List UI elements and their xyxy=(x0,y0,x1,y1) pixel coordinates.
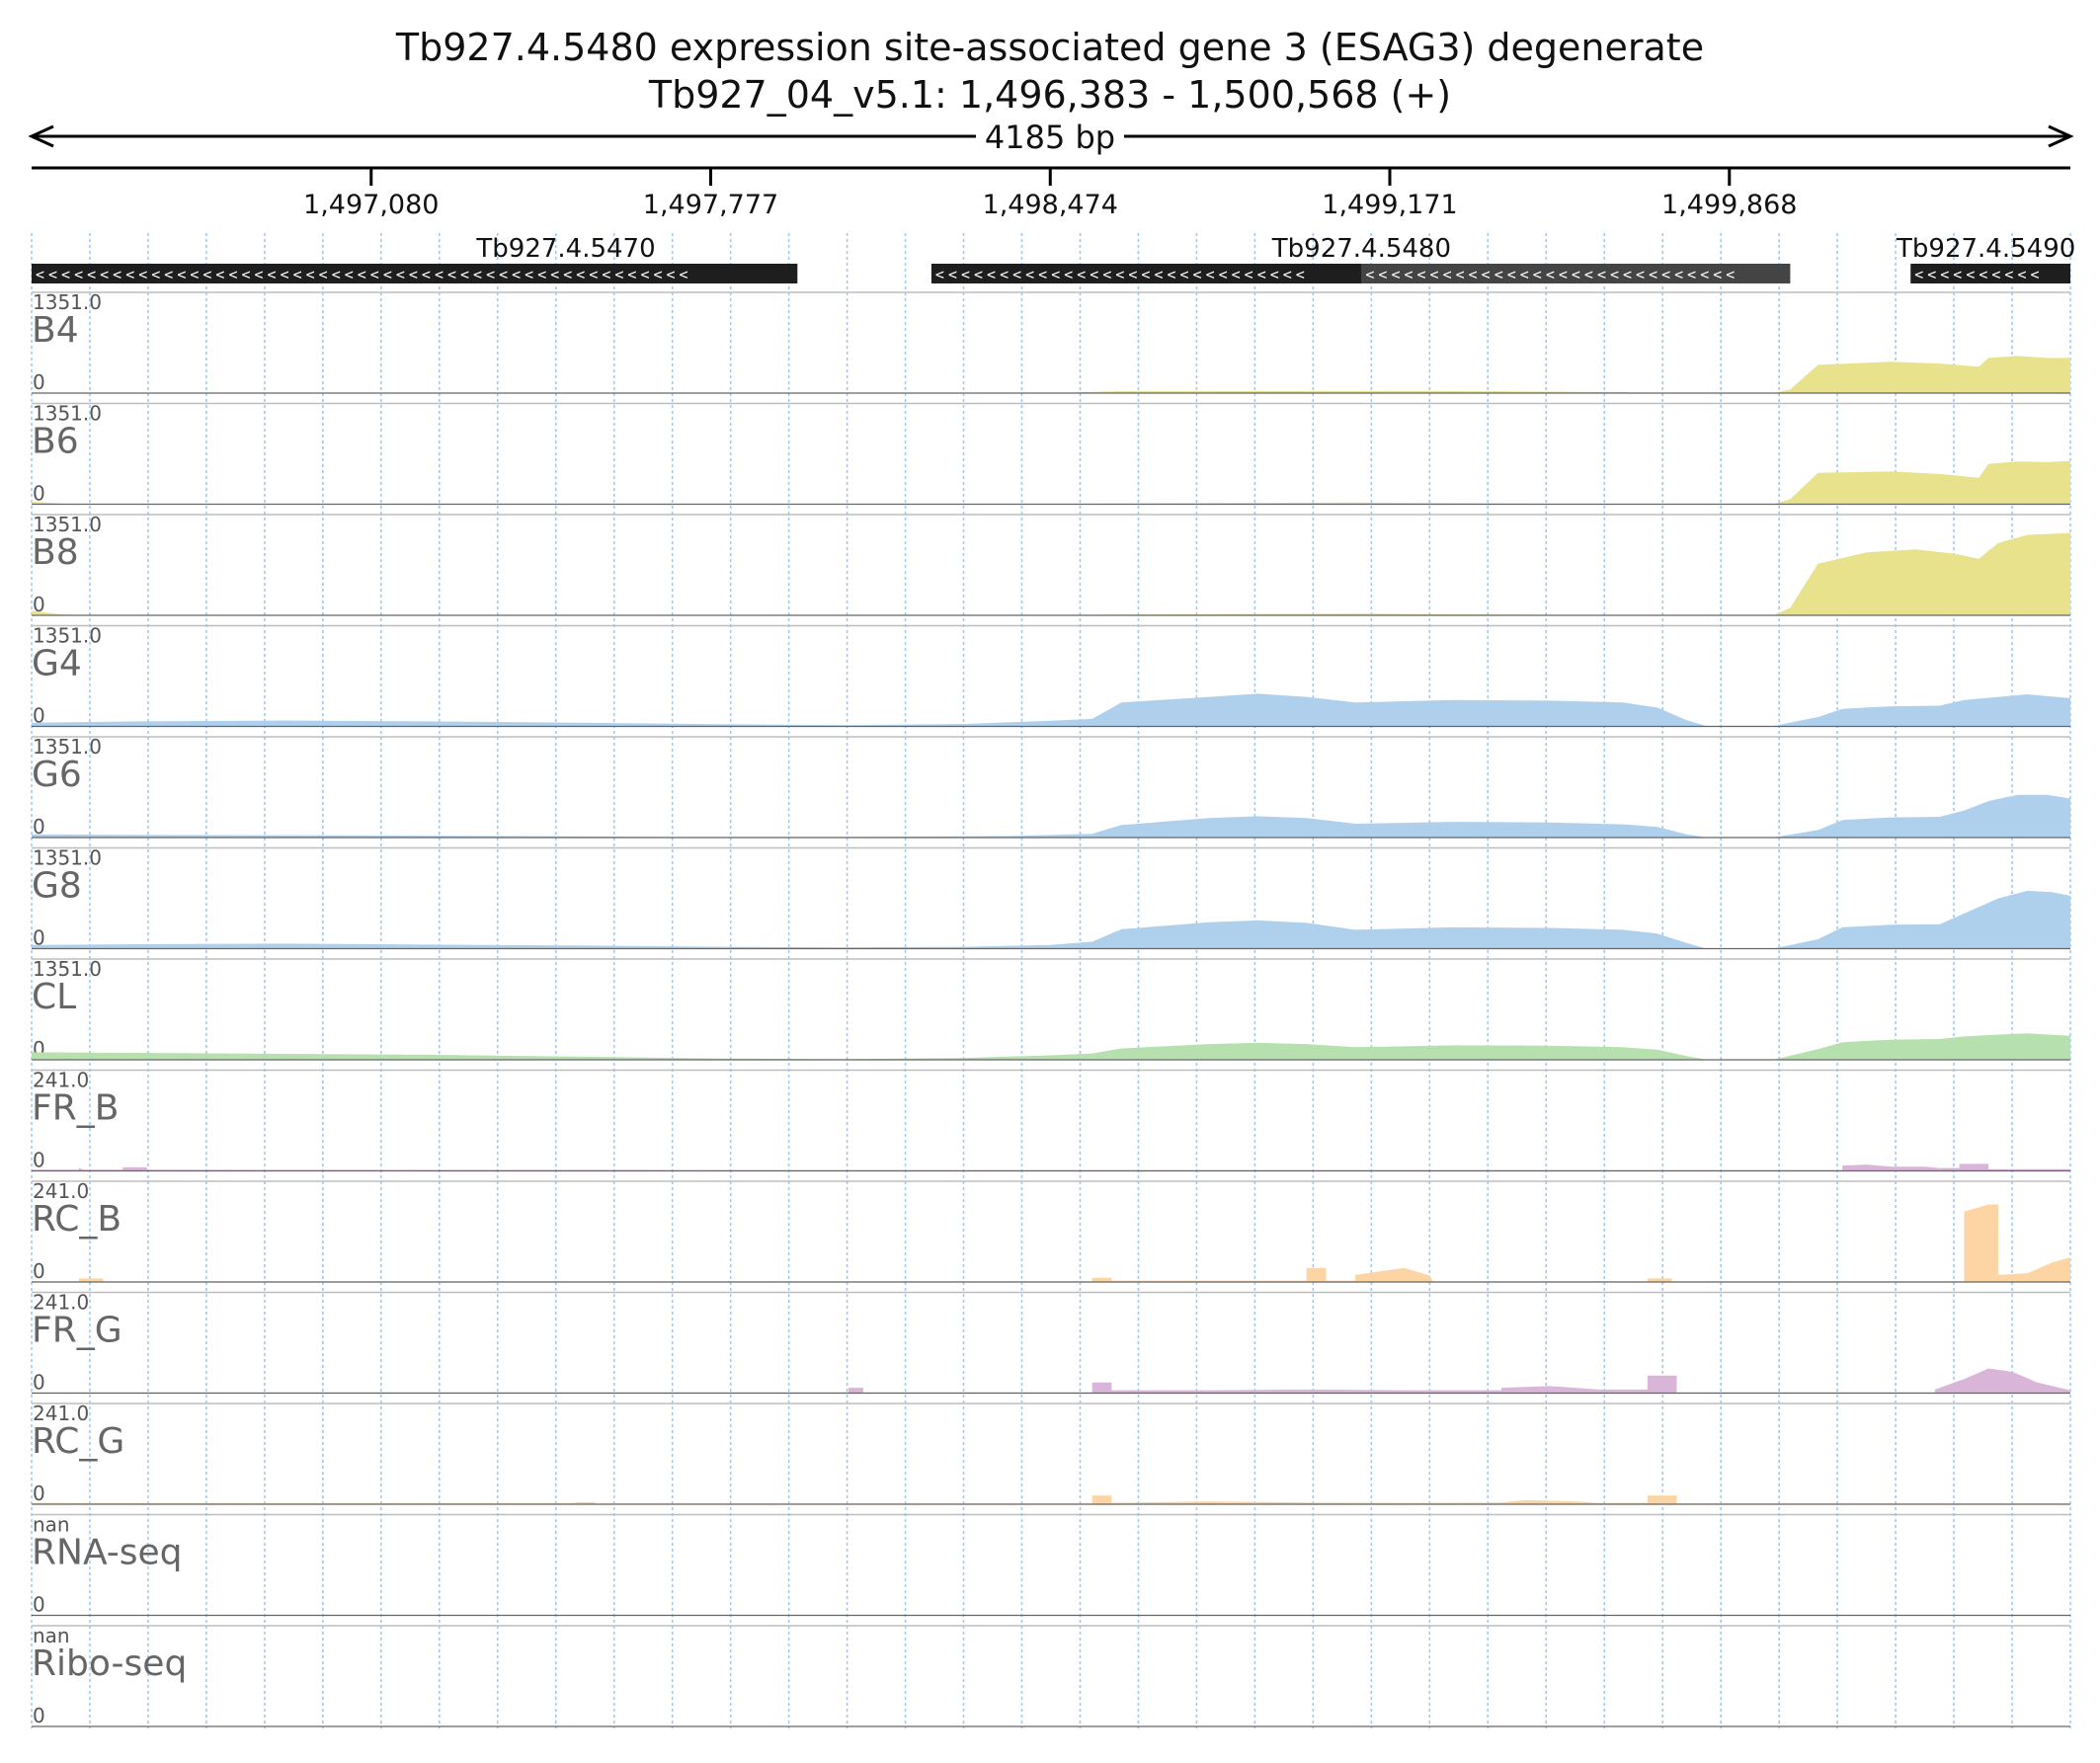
track-ymin-label: 0 xyxy=(33,1149,45,1172)
gene-strand-chevrons: <<<<<<<<<<<<<<<<<<<<<<<<<<<<<<<<<<<<<<<<… xyxy=(36,266,692,283)
ruler-tick-label: 1,499,868 xyxy=(1661,190,1797,220)
track-name: FR_B xyxy=(32,1088,119,1129)
coverage-area xyxy=(32,1033,2070,1060)
track-ymax-label: 1351.0 xyxy=(33,957,102,981)
track-ymax-label: 1351.0 xyxy=(33,290,102,314)
track-ymax-label: 241.0 xyxy=(33,1179,89,1203)
track-name: G4 xyxy=(32,644,82,684)
coverage-area xyxy=(32,1204,2070,1282)
coverage-area xyxy=(32,356,2070,393)
track-name: Ribo-seq xyxy=(32,1643,187,1684)
gene-strand-chevrons: <<<<<<<<<< xyxy=(1914,266,2043,283)
gene-label: Tb927.4.5490 xyxy=(1896,234,2075,264)
track-name: B4 xyxy=(32,310,79,351)
track-name: B8 xyxy=(32,532,79,573)
track-name: CL xyxy=(32,977,76,1017)
ruler-tick-label: 1,497,080 xyxy=(303,190,439,220)
track-name: B6 xyxy=(32,422,79,462)
track-ymin-label: 0 xyxy=(33,1593,45,1617)
track-name: G8 xyxy=(32,866,82,907)
track-ymin-label: 0 xyxy=(33,370,45,394)
coverage-area xyxy=(32,794,2070,838)
track-name: RC_B xyxy=(32,1199,121,1240)
span-arrow-left-head xyxy=(28,124,54,148)
track-ymin-label: 0 xyxy=(33,1371,45,1395)
track-ymax-label: 1351.0 xyxy=(33,735,102,759)
track-ymax-label: 1351.0 xyxy=(33,402,102,426)
span-arrow-right-head xyxy=(2048,124,2074,148)
track-ymax-label: 1351.0 xyxy=(33,513,102,536)
track-ymax-label: 1351.0 xyxy=(33,624,102,648)
track-name: G6 xyxy=(32,755,82,795)
gene-bar xyxy=(1910,264,2070,283)
track-ymin-label: 0 xyxy=(33,1259,45,1283)
coverage-area xyxy=(32,1368,2070,1394)
track-ymin-label: 0 xyxy=(33,1482,45,1505)
ruler-tick-label: 1,497,777 xyxy=(643,190,778,220)
track-ymax-label: nan xyxy=(33,1624,70,1647)
track-ymax-label: 241.0 xyxy=(33,1402,89,1425)
track-ymax-label: nan xyxy=(33,1513,70,1537)
track-ymax-label: 241.0 xyxy=(33,1291,89,1315)
ruler-tick-label: 1,499,171 xyxy=(1322,190,1457,220)
track-ymin-label: 0 xyxy=(33,926,45,950)
track-ymin-label: 0 xyxy=(33,704,45,728)
track-ymax-label: 1351.0 xyxy=(33,846,102,870)
gene-strand-chevrons: <<<<<<<<<<<<<<<<<<<<<<<<<<<<< xyxy=(935,266,1309,283)
track-ymin-label: 0 xyxy=(33,482,45,506)
track-name: RNA-seq xyxy=(32,1533,183,1573)
coverage-area xyxy=(32,1495,2070,1504)
coverage-area xyxy=(32,1163,2070,1171)
coverage-area xyxy=(32,693,2070,727)
chart-locus: Tb927_04_v5.1: 1,496,383 - 1,500,568 (+) xyxy=(648,73,1452,117)
chart-title: Tb927.4.5480 expression site-associated … xyxy=(395,26,1705,69)
gene-bar xyxy=(32,264,798,283)
track-ymin-label: 0 xyxy=(33,815,45,839)
track-name: FR_G xyxy=(32,1311,122,1351)
track-ymax-label: 241.0 xyxy=(33,1069,89,1092)
gene-bar xyxy=(930,264,1362,283)
span-label: 4185 bp xyxy=(985,119,1115,156)
span-label-bg xyxy=(976,117,1124,156)
gene-strand-chevrons: <<<<<<<<<<<<<<<<<<<<<<<<<<<<< xyxy=(1365,266,1738,283)
gene-bar xyxy=(1361,264,1791,283)
coverage-area xyxy=(32,532,2070,615)
track-name: RC_G xyxy=(32,1421,124,1462)
ruler-tick-label: 1,498,474 xyxy=(983,190,1118,220)
coverage-area xyxy=(32,890,2070,949)
gene-label: Tb927.4.5480 xyxy=(1271,234,1451,264)
coverage-area xyxy=(32,460,2070,505)
gene-label: Tb927.4.5470 xyxy=(475,234,655,264)
track-ymin-label: 0 xyxy=(33,1704,45,1727)
track-ymin-label: 0 xyxy=(33,593,45,616)
